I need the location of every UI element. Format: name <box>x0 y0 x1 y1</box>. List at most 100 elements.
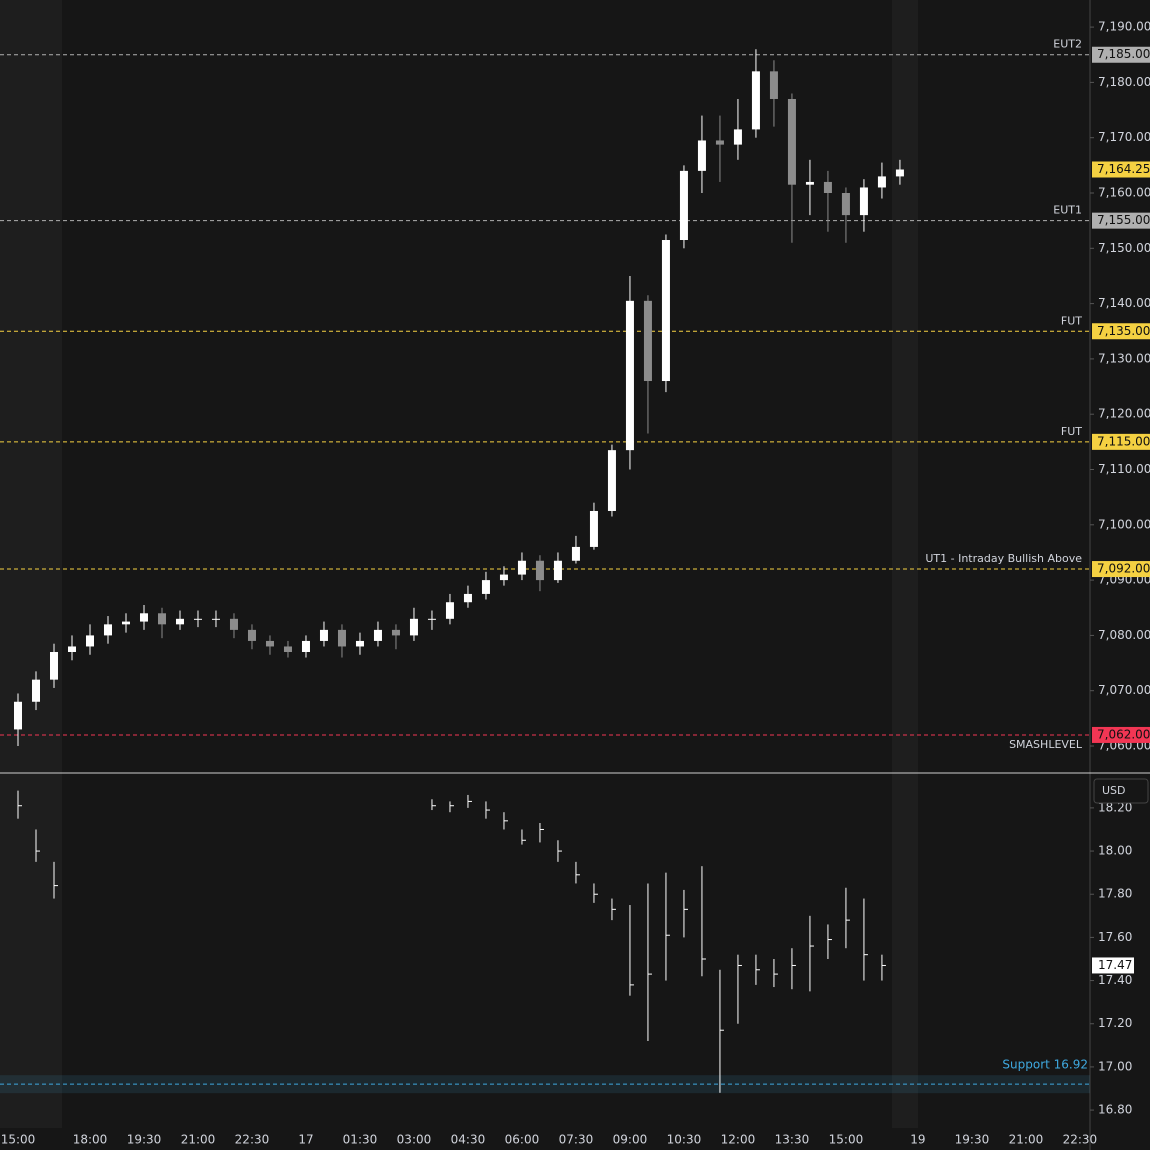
last-price-box <box>1092 957 1134 974</box>
candle-body <box>67 646 76 652</box>
x-tick-label: 10:30 <box>667 1133 702 1147</box>
candle-body <box>193 618 202 620</box>
candle-body <box>427 618 436 620</box>
candle-body <box>247 629 256 641</box>
candle-body <box>391 629 400 636</box>
candle-body <box>337 629 346 647</box>
x-tick-label: 18:00 <box>73 1133 108 1147</box>
x-tick-label: 22:30 <box>1063 1133 1098 1147</box>
level-price-label: 7,155.00 <box>1097 213 1150 227</box>
level-price-box <box>1092 726 1150 743</box>
x-tick-label: 22:30 <box>235 1133 270 1147</box>
candle-body <box>85 635 94 647</box>
support-label: Support 16.92 <box>1002 1058 1088 1072</box>
y-tick-label: 17.40 <box>1098 973 1132 987</box>
candle-body <box>535 560 544 581</box>
level-label: EUT2 <box>1053 38 1082 51</box>
support-band <box>0 1075 1090 1094</box>
x-tick-label: 06:00 <box>505 1133 540 1147</box>
candle-body <box>553 560 562 581</box>
candle-body <box>445 602 454 619</box>
x-tick-label: 15:00 <box>1 1133 36 1147</box>
y-tick-label: 18.00 <box>1098 844 1132 858</box>
level-label: EUT1 <box>1053 204 1082 217</box>
candle-body <box>139 613 148 622</box>
level-price-box <box>1092 323 1150 340</box>
candle-body <box>175 618 184 625</box>
last-price-box <box>1092 161 1150 178</box>
level-label: UT1 - Intraday Bullish Above <box>925 552 1082 565</box>
candle-body <box>733 129 742 145</box>
candle-body <box>895 169 904 177</box>
level-price-box <box>1092 433 1150 450</box>
y-tick-label: 7,130.00 <box>1098 351 1150 365</box>
candle-body <box>643 300 652 382</box>
x-tick-label: 17 <box>298 1133 313 1147</box>
candle-body <box>679 170 688 241</box>
y-tick-label: 7,170.00 <box>1098 130 1150 144</box>
x-tick-label: 04:30 <box>451 1133 486 1147</box>
candle-body <box>787 98 796 185</box>
main-pane: 7,060.007,070.007,080.007,090.007,100.00… <box>0 20 1150 753</box>
y-tick-label: 7,080.00 <box>1098 628 1150 642</box>
candle-body <box>409 618 418 636</box>
candle-body <box>841 193 850 216</box>
candle-body <box>121 621 130 625</box>
candle-body <box>607 450 616 511</box>
y-tick-label: 17.00 <box>1098 1059 1132 1073</box>
level-price-label: 7,092.00 <box>1097 562 1150 576</box>
session-shade <box>0 0 62 1128</box>
candle-body <box>265 640 274 647</box>
level-label: FUT <box>1061 425 1082 438</box>
level-price-label: 7,185.00 <box>1097 47 1150 61</box>
y-tick-label: 16.80 <box>1098 1103 1132 1117</box>
candle-body <box>49 651 58 680</box>
candle-body <box>103 624 112 636</box>
x-tick-label: 21:00 <box>1009 1133 1044 1147</box>
candle-body <box>31 679 40 702</box>
candle-body <box>751 71 760 130</box>
candle-body <box>355 640 364 647</box>
y-tick-label: 7,070.00 <box>1098 683 1150 697</box>
currency-label: USD <box>1102 784 1126 797</box>
candle-body <box>283 646 292 652</box>
x-tick-label: 21:00 <box>181 1133 216 1147</box>
candle-body <box>13 701 22 730</box>
candle-body <box>571 546 580 561</box>
y-tick-label: 17.80 <box>1098 887 1132 901</box>
y-tick-label: 17.60 <box>1098 930 1132 944</box>
x-tick-label: 12:00 <box>721 1133 756 1147</box>
session-shade <box>892 0 918 1128</box>
level-price-box <box>1092 212 1150 229</box>
y-tick-label: 18.20 <box>1098 800 1132 814</box>
y-tick-label: 7,120.00 <box>1098 407 1150 421</box>
candle-body <box>625 300 634 451</box>
currency-box <box>1093 778 1149 804</box>
level-label: FUT <box>1061 314 1082 327</box>
y-tick-label: 7,160.00 <box>1098 186 1150 200</box>
level-price-box <box>1092 561 1150 578</box>
x-tick-label: 19:30 <box>127 1133 162 1147</box>
candle-body <box>373 629 382 641</box>
y-tick-label: 7,180.00 <box>1098 75 1150 89</box>
candle-body <box>481 580 490 594</box>
candle-body <box>319 629 328 641</box>
x-tick-label: 19:30 <box>955 1133 990 1147</box>
x-tick-label: 03:00 <box>397 1133 432 1147</box>
candle-body <box>877 176 886 188</box>
x-tick-label: 15:00 <box>829 1133 864 1147</box>
candle-body <box>715 140 724 145</box>
x-tick-label: 07:30 <box>559 1133 594 1147</box>
lower-pane: Support 16.92 16.80 17.00 17.20 17.40 17.60 17… <box>0 778 1149 1117</box>
y-tick-label: 7,140.00 <box>1098 296 1150 310</box>
y-tick-label: 7,100.00 <box>1098 517 1150 531</box>
last-price-label: 17.47 <box>1098 958 1132 972</box>
y-tick-label: 17.20 <box>1098 1016 1132 1030</box>
last-price-label: 7,164.25 <box>1097 162 1150 176</box>
x-tick-label: 09:00 <box>613 1133 648 1147</box>
candle-body <box>661 240 670 382</box>
candle-body <box>517 560 526 575</box>
candle-body <box>211 618 220 620</box>
